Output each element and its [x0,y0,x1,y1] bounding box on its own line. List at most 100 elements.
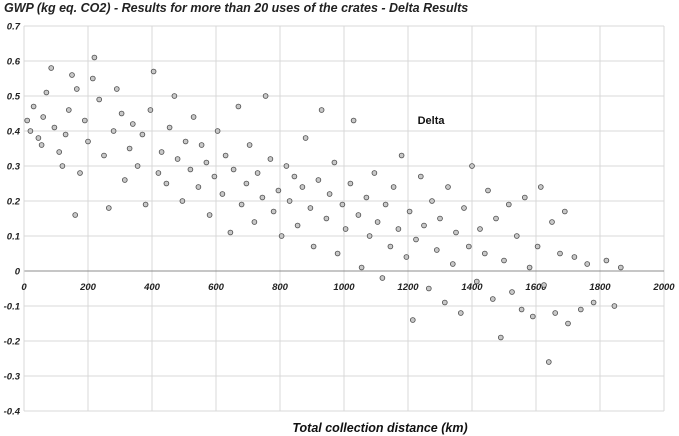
y-tick-label: 0.3 [7,162,21,173]
data-point [513,233,520,239]
data-point [211,173,218,180]
y-tick-label: -0.4 [4,407,21,418]
data-point [74,86,80,92]
data-point [445,184,451,190]
data-point [267,156,274,162]
x-axis-label: Total collection distance (km) [292,421,467,435]
data-point [91,54,98,61]
data-point [294,222,301,229]
data-point [425,285,432,292]
data-point [590,299,597,306]
data-point [603,257,610,264]
data-point [387,243,394,250]
data-point [82,117,88,124]
data-point [395,226,402,232]
data-point [106,205,112,211]
x-tick-label: 1600 [525,282,547,293]
data-point [291,173,298,180]
data-point [505,201,512,208]
data-point [421,222,427,229]
data-point [48,65,54,71]
data-point [134,163,141,169]
data-point [96,96,102,103]
data-point [390,184,397,190]
x-tick-label: 0 [21,282,27,293]
data-point [147,107,154,113]
data-point [278,233,285,239]
data-point [441,299,448,306]
data-point [557,250,563,257]
data-point [302,135,309,141]
data-point [323,215,330,222]
data-point [565,320,571,327]
gridlines [23,25,665,412]
y-tick-label: 0.2 [7,197,21,208]
data-point [433,247,440,253]
data-point [166,124,173,131]
data-point [38,142,45,148]
data-point [501,257,507,264]
data-point [521,194,528,201]
data-point [286,198,293,204]
y-tick-label: 0.4 [7,127,21,138]
data-point [350,117,357,124]
data-point [24,117,31,124]
data-point [206,212,213,218]
data-point [334,250,341,257]
y-tick-label: -0.1 [4,302,20,313]
data-point [85,138,91,145]
y-tick-label: 0.5 [7,92,21,103]
tick-labels: 0 200 400 600 800 1000 1200 1400 1600 1800 2000 0.7… [4,22,676,418]
data-point [541,282,547,288]
data-point [69,72,75,78]
data-point [227,229,234,236]
data-point [331,159,338,166]
data-point [142,201,149,208]
data-point [35,135,42,141]
data-point [51,124,58,131]
y-tick-label: 0 [15,267,21,278]
data-point [318,107,325,113]
data-point [398,152,405,159]
data-point [195,184,202,190]
data-point [481,250,488,257]
data-point [549,219,555,225]
data-point [254,170,261,176]
data-point [222,152,229,159]
data-point [379,275,386,281]
data-point [90,75,96,82]
data-point [56,149,62,155]
data-point [299,184,306,190]
data-point [457,310,464,316]
data-point [150,68,157,75]
data-point [355,212,362,218]
data-point [251,219,258,225]
data-point [214,128,221,134]
data-point [230,166,237,173]
data-point [403,254,410,260]
data-point [307,205,314,211]
x-tick-label: 2000 [652,282,675,293]
data-point [584,261,590,267]
data-point [235,103,242,110]
y-tick-label: 0.6 [7,57,21,68]
data-point [509,289,515,295]
data-point [489,296,496,302]
data-point [182,138,189,145]
data-point [577,306,584,313]
data-point [417,173,424,180]
data-point [179,198,186,204]
data-point [187,166,194,173]
data-point [429,198,435,204]
data-point [203,159,210,166]
data-point [552,310,558,316]
x-tick-label: 200 [79,282,97,293]
data-point [275,187,282,194]
x-tick-label: 400 [143,282,161,293]
y-tick-label: 0.7 [7,22,21,33]
data-point [246,142,253,148]
data-point [406,208,413,215]
data-point [537,184,544,190]
data-point [493,215,499,222]
